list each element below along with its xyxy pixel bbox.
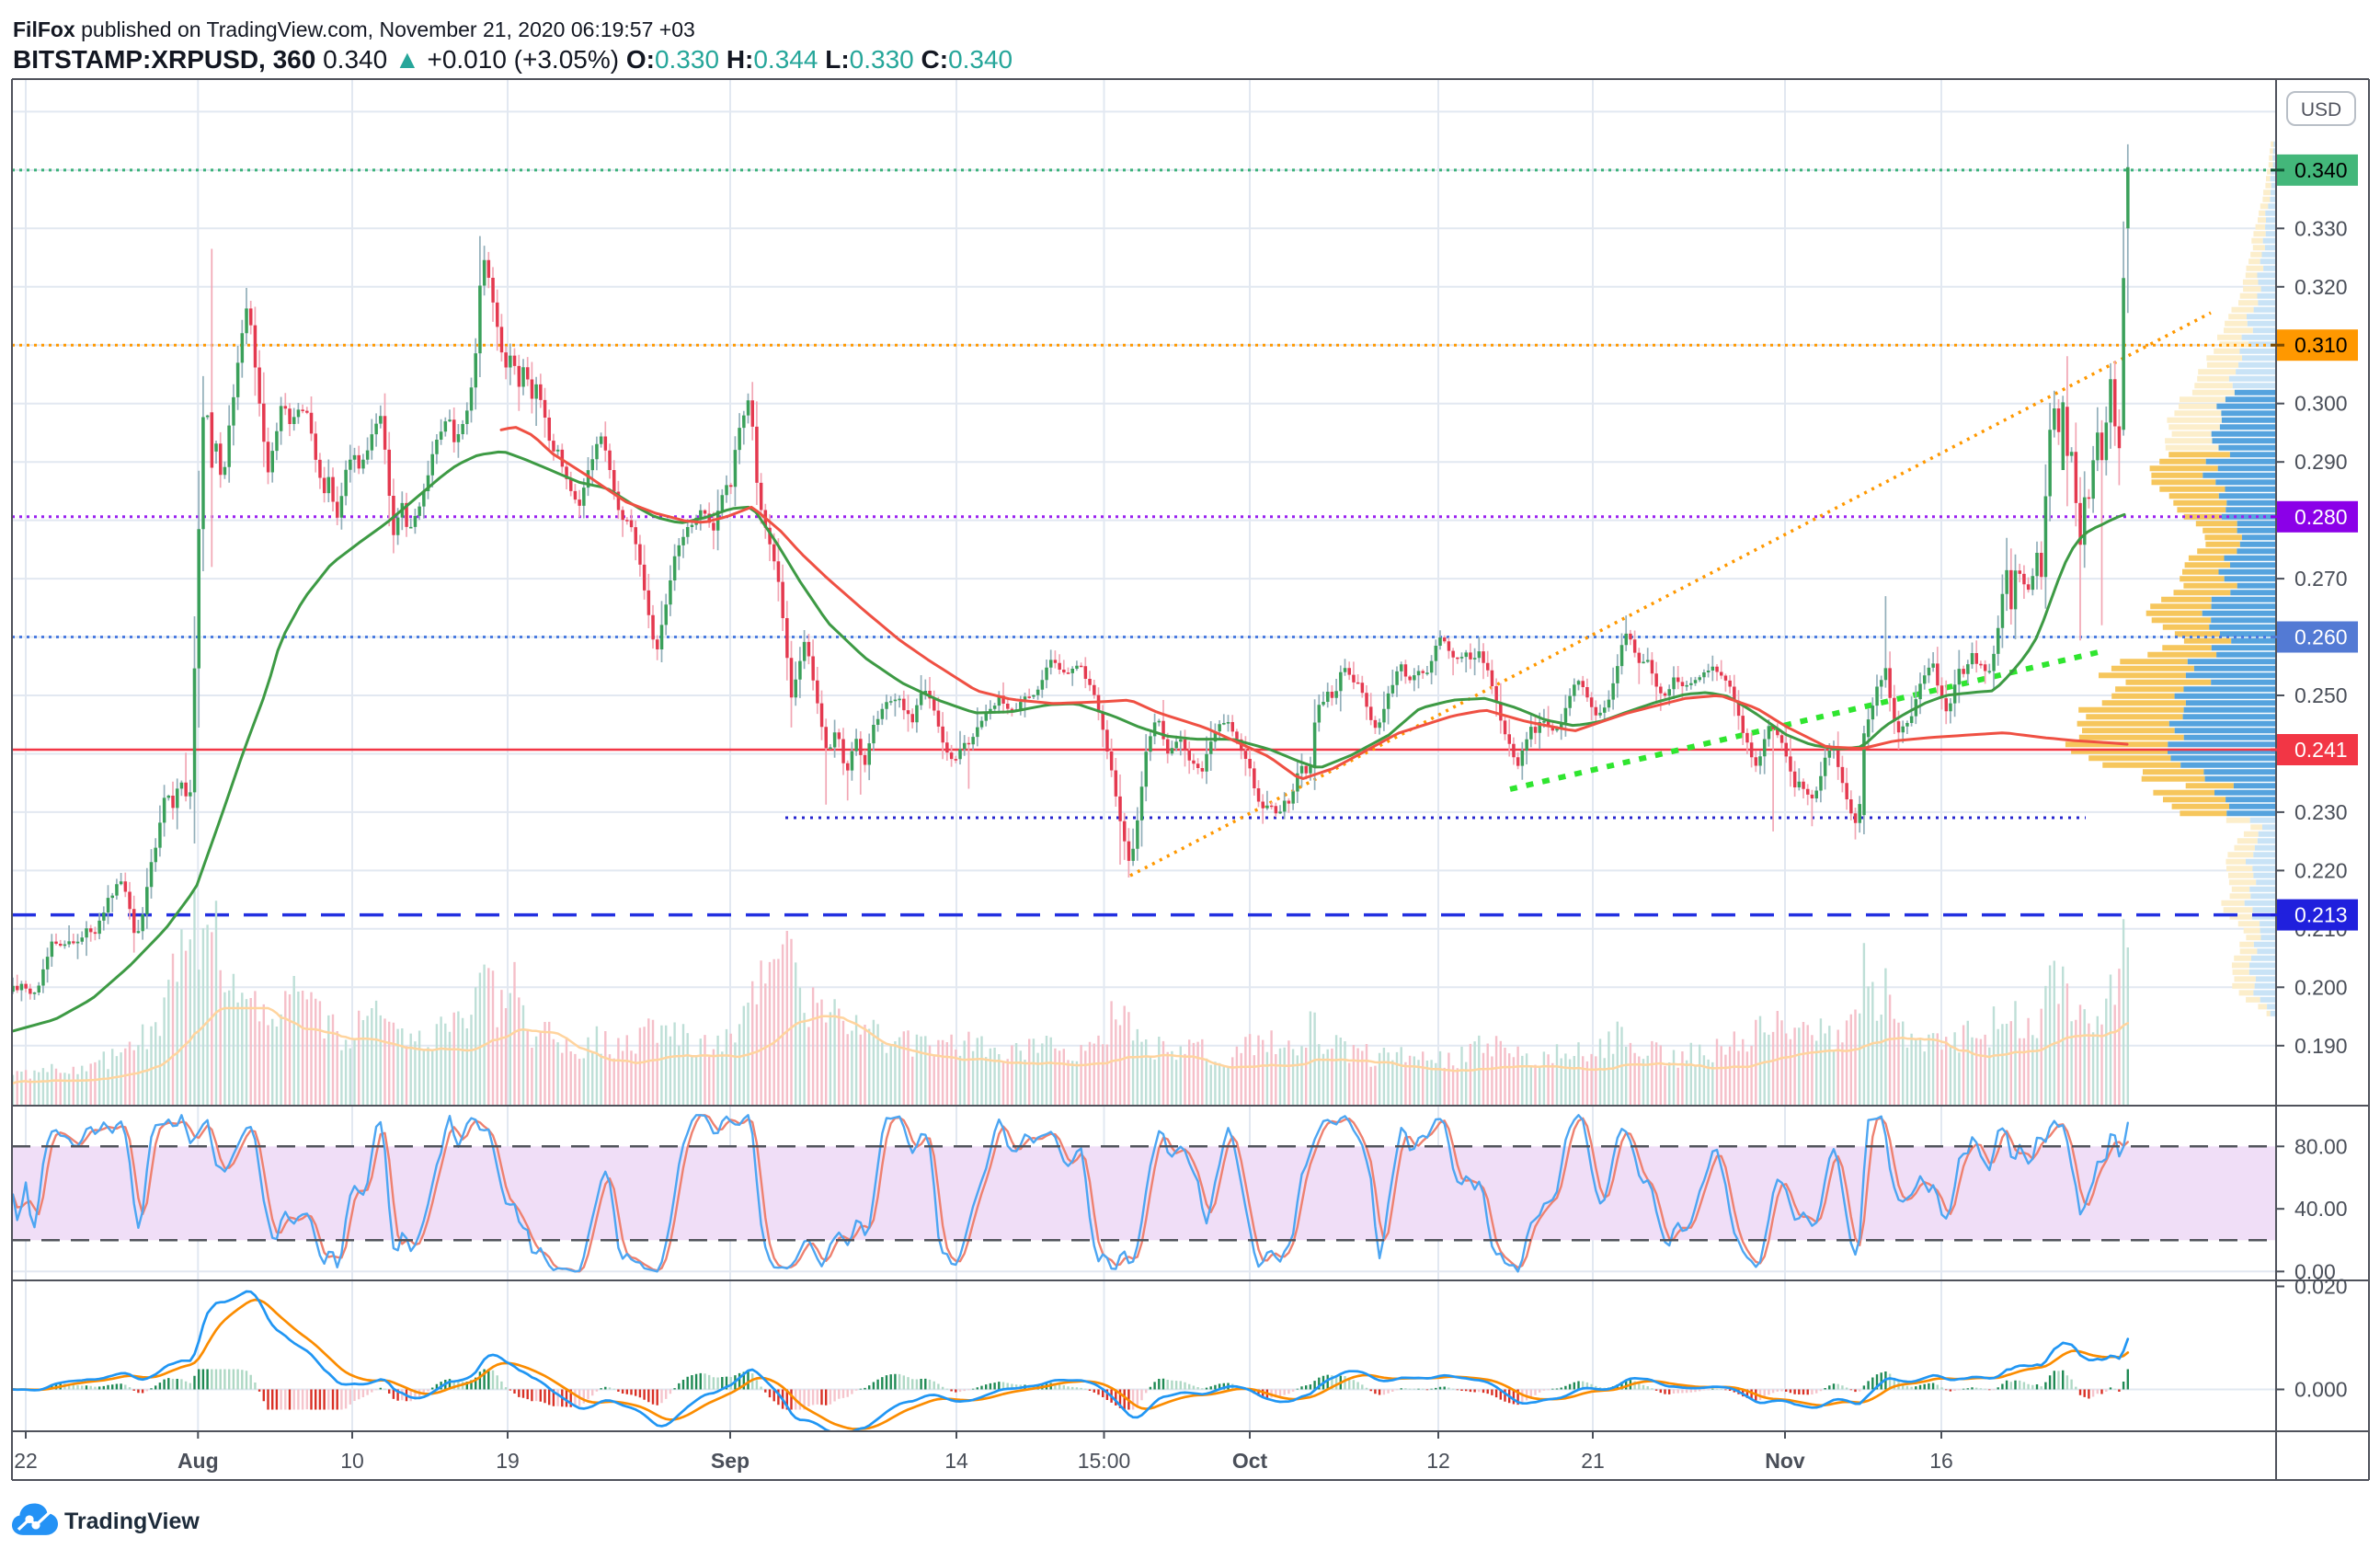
svg-text:0.020: 0.020 — [2294, 1275, 2348, 1299]
svg-text:16: 16 — [1929, 1449, 1953, 1473]
svg-text:0.241: 0.241 — [2294, 738, 2348, 762]
svg-text:0.230: 0.230 — [2294, 800, 2348, 824]
svg-text:0.280: 0.280 — [2294, 505, 2348, 529]
svg-text:15:00: 15:00 — [1078, 1449, 1131, 1473]
svg-text:22: 22 — [14, 1449, 38, 1473]
svg-text:0.300: 0.300 — [2294, 392, 2348, 416]
svg-text:21: 21 — [1581, 1449, 1605, 1473]
svg-text:USD: USD — [2301, 99, 2341, 120]
svg-text:Nov: Nov — [1765, 1449, 1805, 1473]
svg-text:0.250: 0.250 — [2294, 683, 2348, 707]
svg-text:40.00: 40.00 — [2294, 1197, 2348, 1221]
svg-text:12: 12 — [1426, 1449, 1450, 1473]
svg-text:0.200: 0.200 — [2294, 975, 2348, 999]
svg-text:Oct: Oct — [1232, 1449, 1268, 1473]
svg-text:10: 10 — [340, 1449, 364, 1473]
svg-text:0.320: 0.320 — [2294, 275, 2348, 299]
svg-text:0.310: 0.310 — [2294, 333, 2348, 357]
svg-text:0.213: 0.213 — [2294, 903, 2348, 927]
svg-text:BITSTAMP:XRPUSD, 360 0.340 ▲: BITSTAMP:XRPUSD, 360 0.340 ▲ +0.010 (+3.… — [13, 45, 1013, 74]
svg-text:0.270: 0.270 — [2294, 567, 2348, 591]
svg-text:14: 14 — [944, 1449, 968, 1473]
svg-text:19: 19 — [496, 1449, 520, 1473]
svg-text:Sep: Sep — [711, 1449, 749, 1473]
svg-text:FilFox published on TradingVie: FilFox published on TradingView.com, Nov… — [13, 17, 695, 41]
svg-text:0.190: 0.190 — [2294, 1034, 2348, 1058]
svg-text:TradingView: TradingView — [64, 1509, 200, 1534]
svg-text:0.290: 0.290 — [2294, 450, 2348, 474]
svg-text:Aug: Aug — [177, 1449, 219, 1473]
svg-text:0.00: 0.00 — [2294, 1259, 2336, 1283]
svg-text:0.260: 0.260 — [2294, 625, 2348, 649]
svg-text:0.340: 0.340 — [2294, 158, 2348, 182]
svg-text:0.330: 0.330 — [2294, 216, 2348, 240]
svg-text:0.220: 0.220 — [2294, 858, 2348, 882]
svg-text:80.00: 80.00 — [2294, 1134, 2348, 1158]
svg-text:0.000: 0.000 — [2294, 1378, 2348, 1402]
